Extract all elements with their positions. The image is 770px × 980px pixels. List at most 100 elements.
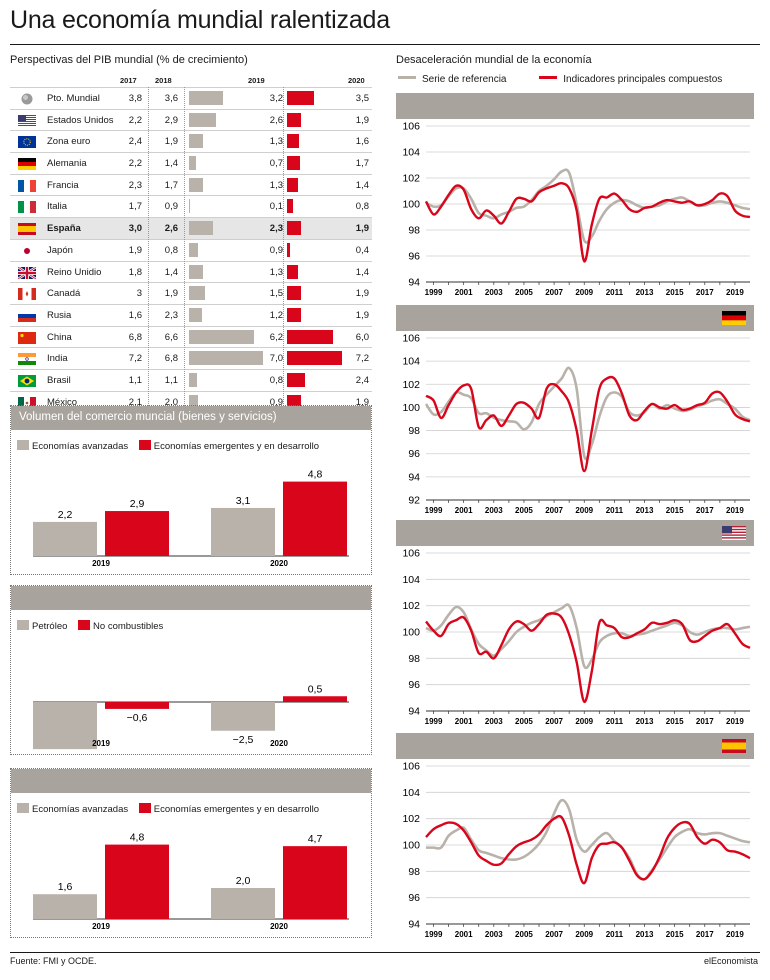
legend-label: Petróleo (32, 621, 68, 632)
value-2018: 3,6 (164, 93, 178, 104)
bar-2019 (189, 177, 203, 192)
y-tick-label: 98 (408, 425, 420, 437)
gdp-row: Zona euro 2,4 1,9 1,3 1,6 (10, 130, 372, 152)
value-2017: 1,7 (128, 201, 142, 213)
x-tick-label: 1999 (425, 506, 443, 515)
bar-2020 (287, 351, 342, 366)
value-2020: 1,9 (355, 396, 369, 408)
legend-swatch-grey (17, 803, 29, 813)
x-tick-label: 2003 (485, 717, 503, 726)
y-tick-label: 98 (408, 225, 420, 237)
x-tick-label: 1999 (425, 717, 443, 726)
x-tick-label: 2013 (636, 288, 654, 297)
data-label: 0,5 (308, 683, 323, 695)
y-tick-label: 96 (408, 448, 420, 460)
country-name: Zona euro (47, 136, 91, 148)
value-2017: 7,2 (128, 353, 142, 365)
value-2018: 0,9 (164, 201, 178, 213)
value-2018: 1,7 (164, 179, 178, 191)
x-tick-label: 2015 (666, 506, 684, 515)
value-2018: 2,3 (164, 309, 178, 321)
value-2017: 2,1 (128, 396, 142, 408)
bar-2020 (287, 329, 333, 344)
gdp-row: Japón 1,9 0,8 0,9 0,4 (10, 238, 372, 261)
x-tick-label: 2007 (545, 930, 563, 939)
value-2020: 1,7 (355, 158, 369, 170)
gdp-row: Alemania 2,2 1,4 0,7 1,7 (10, 152, 372, 174)
data-label: 3,1 (236, 495, 251, 507)
value-2018: 1,9 (164, 136, 178, 148)
x-tick-label: 2011 (606, 930, 624, 939)
value-2019: 0,9 (269, 396, 283, 408)
reference-series-line (425, 603, 751, 670)
legend-line-red (539, 76, 558, 79)
value-2020: 0,8 (355, 201, 369, 213)
y-tick-label: 102 (402, 173, 420, 185)
y-tick-label: 100 (402, 199, 420, 211)
y-tick-label: 94 (408, 277, 420, 289)
x-tick-label: 2005 (515, 930, 533, 939)
third-legend: Economías avanzadas Economías emergentes… (17, 803, 319, 815)
y-tick-label: 104 (402, 787, 420, 799)
value-2020: 1,9 (355, 309, 369, 321)
usa-flag-icon (722, 526, 746, 540)
y-tick-label: 106 (402, 548, 420, 560)
spain-line-chart: 94 96 98 100 102 104 106 1999 2001 2003 2005 2007 20… (402, 761, 751, 939)
ca-flag-icon (18, 288, 36, 301)
bar-2019 (189, 242, 199, 257)
bar-2019 (189, 156, 197, 171)
eu-flag-icon (18, 136, 36, 149)
y-tick-label: 96 (408, 679, 420, 691)
value-2017: 2,2 (128, 114, 142, 126)
spain-panel-header (396, 733, 754, 759)
bar-2019 (189, 351, 263, 366)
germany-line-chart: 92 94 96 98 100 102 104 106 1999 2001 2003 2005 2007… (402, 333, 751, 515)
bar-2020 (287, 221, 302, 236)
jp-flag-icon (18, 244, 36, 257)
country-name: Estados Unidos (47, 114, 114, 126)
value-2017: 2,3 (128, 179, 142, 191)
bar-2020 (287, 134, 300, 149)
y-tick-label: 104 (402, 356, 420, 368)
legend-line-grey (398, 76, 416, 79)
bar-2020-red (283, 846, 347, 919)
bar-2019 (189, 372, 198, 387)
value-2020: 1,9 (355, 114, 369, 126)
x-tick-label: 2003 (485, 930, 503, 939)
legend-label: Economías emergentes y en desarrollo (153, 804, 320, 815)
x-tick-label: 2005 (515, 288, 533, 297)
bar-2019 (189, 264, 203, 279)
x-tick-label: 2019 (726, 288, 744, 297)
composite-indicator-line (425, 612, 751, 703)
value-2019: 6,2 (269, 331, 283, 343)
gdp-row: Canadá 3 1,9 1,5 1,9 (10, 282, 372, 304)
x-tick-label: 2011 (606, 506, 624, 515)
value-2020: 1,4 (355, 266, 369, 278)
y-tick-label: 98 (408, 653, 420, 665)
value-2018: 2,9 (164, 114, 178, 126)
y-tick-label: 102 (402, 379, 420, 391)
source-note: Fuente: FMI y OCDE. (10, 956, 97, 966)
legend-label: Economías avanzadas (32, 804, 129, 815)
bar-2019-red (105, 844, 169, 919)
bar-2019 (189, 112, 217, 127)
usa-line-chart: 94 96 98 100 102 104 106 1999 2001 2003 2005 2007 20… (402, 548, 751, 726)
data-label: 2,2 (58, 509, 73, 521)
bar-2020-grey (211, 702, 275, 731)
bar-2019-grey (33, 521, 97, 556)
x-tick-label: 2017 (696, 717, 714, 726)
bar-2019 (189, 91, 223, 105)
trade-panel: Volumen del comercio muncial (bienes y s… (10, 405, 372, 575)
bar-2019 (189, 286, 205, 301)
year-2020: 2020 (348, 76, 365, 85)
bar-2020 (287, 307, 302, 322)
legend-swatch-red (138, 440, 151, 450)
x-tick-label: 2017 (696, 506, 714, 515)
value-2020: 1,4 (355, 179, 369, 191)
third-panel-header (11, 769, 371, 793)
y-tick-label: 106 (402, 333, 420, 345)
bar-2020 (287, 372, 306, 387)
third-bar-chart: 1,6 4,8 2019 2,0 4,7 2020 (33, 832, 349, 931)
divider-line (148, 87, 149, 413)
country-name: Italia (47, 201, 68, 213)
